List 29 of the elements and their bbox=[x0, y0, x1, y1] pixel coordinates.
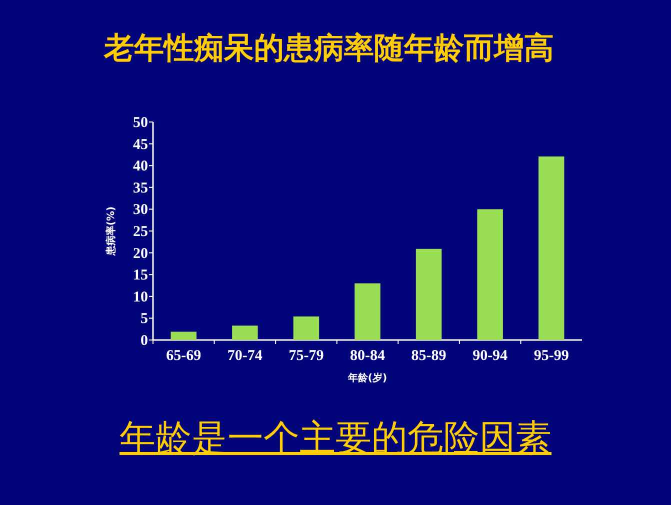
y-tick-label: 10 bbox=[133, 289, 148, 306]
y-tick-label: 30 bbox=[133, 202, 148, 218]
y-tick-label: 45 bbox=[133, 136, 148, 153]
y-tick-label: 15 bbox=[133, 268, 148, 284]
x-axis-title: 年龄(岁) bbox=[346, 372, 388, 384]
x-tick-label: 95-99 bbox=[534, 348, 569, 364]
bar bbox=[293, 316, 320, 340]
y-tick-label: 20 bbox=[133, 246, 148, 262]
y-axis-title: 患病率(%) bbox=[105, 206, 117, 257]
y-tick-label: 0 bbox=[140, 333, 148, 349]
x-tick-label: 85-89 bbox=[411, 348, 446, 364]
y-tick-label: 50 bbox=[133, 115, 148, 131]
y-tick-label: 25 bbox=[133, 224, 148, 240]
x-tick-label: 70-74 bbox=[227, 348, 263, 364]
y-tick-label: 40 bbox=[133, 158, 148, 175]
x-tick-label: 80-84 bbox=[350, 348, 386, 364]
y-tick-label: 35 bbox=[133, 180, 148, 196]
chart-title: 老年性痴呆的患病率随年龄而增高 bbox=[102, 30, 555, 68]
bar bbox=[170, 332, 197, 340]
x-tick-label: 90-94 bbox=[472, 348, 508, 364]
bar bbox=[416, 248, 442, 340]
y-tick-label: 5 bbox=[140, 311, 148, 328]
bar bbox=[354, 283, 380, 340]
x-tick-label: 75-79 bbox=[288, 348, 324, 364]
text: 年龄是一个主要的危险因素 bbox=[118, 417, 552, 461]
x-tick-label: 65-69 bbox=[166, 348, 202, 364]
bar bbox=[538, 156, 564, 340]
bar bbox=[232, 326, 258, 340]
bar bbox=[477, 209, 503, 340]
